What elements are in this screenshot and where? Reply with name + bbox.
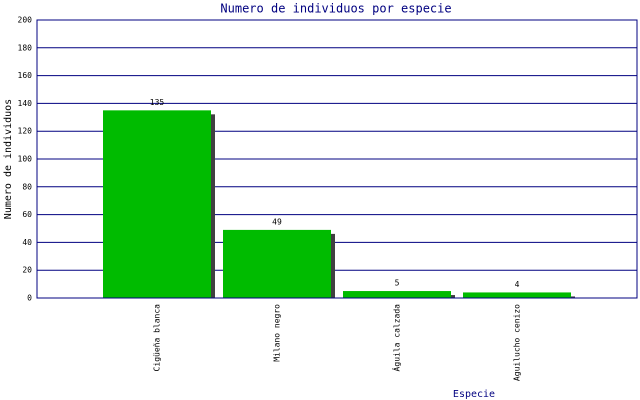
bar	[223, 229, 331, 298]
y-tick-label: 120	[18, 127, 33, 136]
y-tick-label: 0	[27, 294, 32, 303]
bar	[103, 110, 211, 298]
value-label: 4	[515, 280, 520, 289]
x-tick-label: Aguilucho cenizo	[513, 304, 522, 381]
y-tick-label: 20	[22, 266, 32, 275]
x-tick-label: Milano negro	[273, 304, 282, 362]
y-axis-title: Numero de individuos	[3, 99, 14, 219]
y-tick-label: 40	[22, 238, 32, 247]
y-tick-label: 140	[18, 99, 33, 108]
value-label: 5	[395, 279, 400, 288]
chart-title: Numero de individuos por especie	[220, 2, 451, 16]
y-tick-label: 60	[22, 210, 32, 219]
value-label: 135	[150, 98, 165, 107]
x-tick-label: Cigüeña blanca	[153, 304, 162, 372]
y-tick-label: 180	[18, 43, 33, 52]
value-label: 49	[272, 217, 282, 226]
plot-frame	[36, 19, 638, 299]
bar	[463, 292, 571, 298]
x-tick-label: Águila calzada	[391, 304, 402, 372]
x-axis-title: Especie	[453, 389, 495, 400]
y-tick-label: 200	[18, 16, 33, 25]
y-tick-label: 160	[18, 71, 33, 80]
bar	[343, 291, 451, 298]
y-tick-label: 100	[18, 155, 33, 164]
y-tick-label: 80	[22, 182, 32, 191]
